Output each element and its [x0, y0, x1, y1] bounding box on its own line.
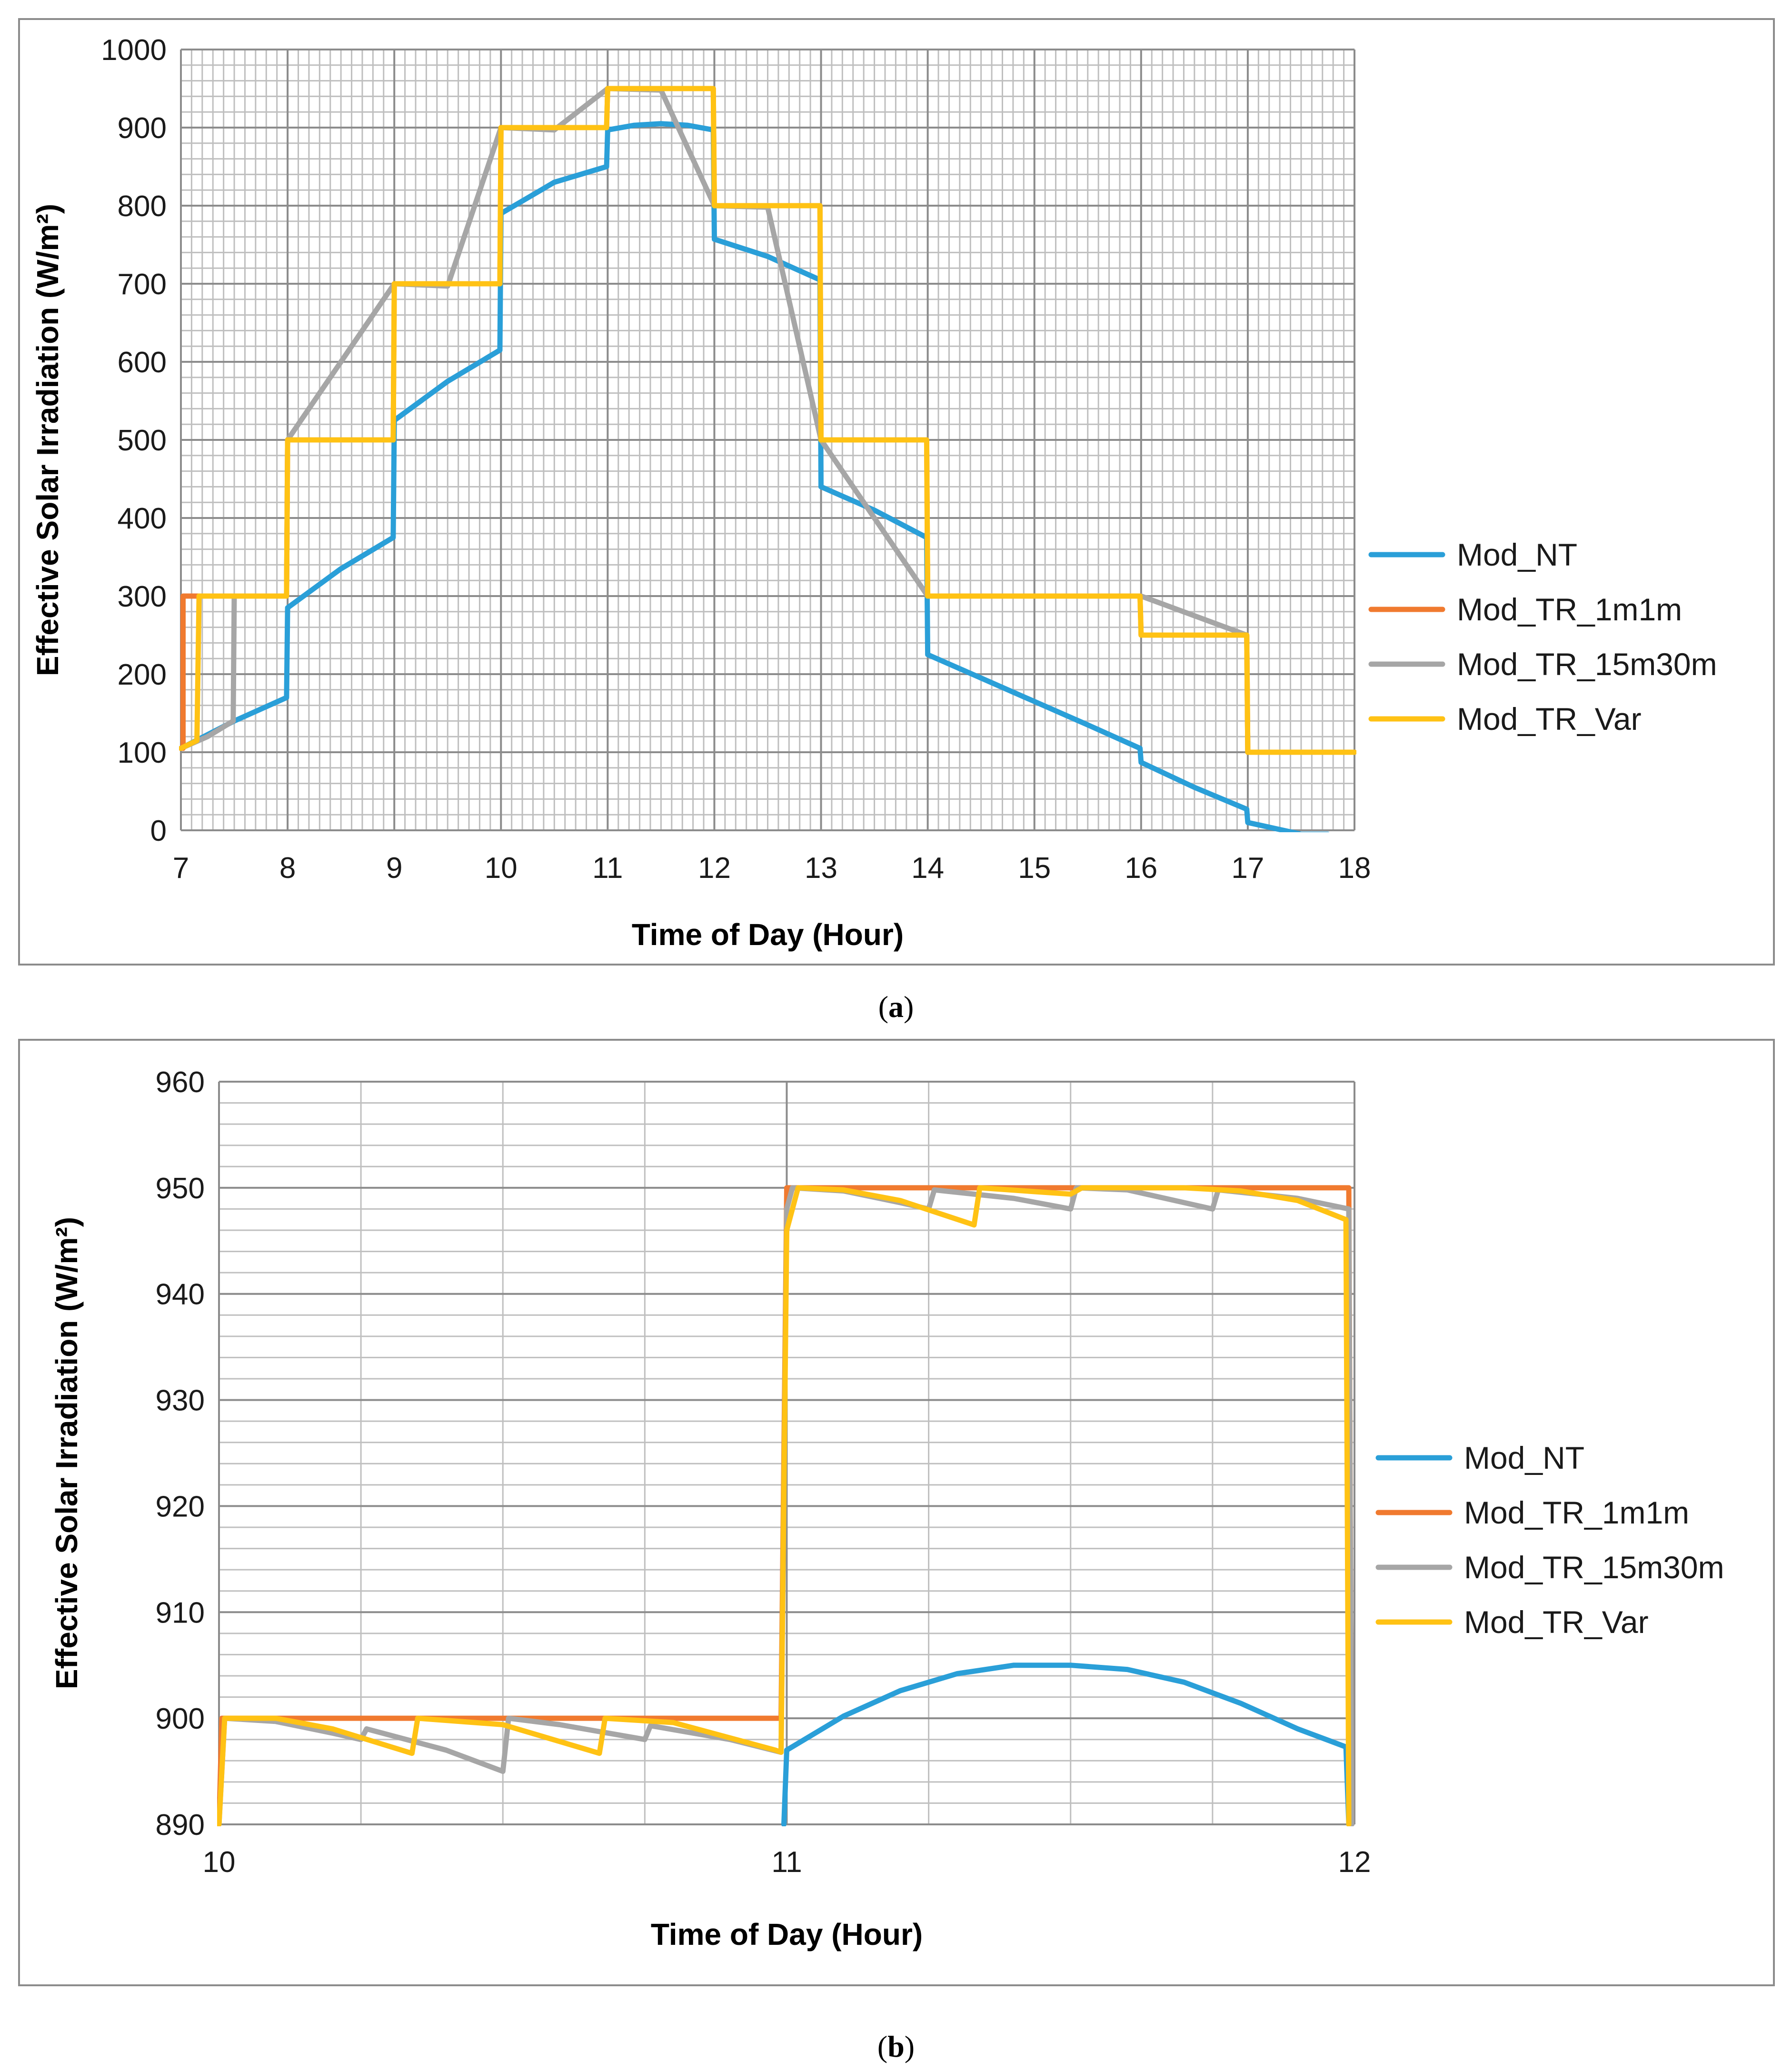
- series-line-mod-tr-var: [179, 86, 1356, 755]
- x-tick-label: 10: [485, 852, 518, 885]
- x-axis-title: Time of Day (Hour): [632, 917, 904, 952]
- x-tick-label: 17: [1231, 852, 1264, 885]
- series-line-mod-nt: [781, 1663, 1352, 1826]
- x-tick-label: 8: [279, 852, 296, 885]
- legend-label: Mod_TR_15m30m: [1464, 1550, 1724, 1585]
- caption-a: (a): [878, 990, 914, 1024]
- x-tick-label: 13: [805, 852, 837, 885]
- y-tick-label: 900: [156, 1703, 205, 1735]
- legend-label: Mod_NT: [1457, 537, 1577, 572]
- legend-label: Mod_TR_Var: [1457, 701, 1642, 737]
- y-tick-label: 1000: [101, 34, 167, 67]
- y-tick-label: 500: [118, 424, 167, 457]
- series-lines-a: [179, 86, 1356, 832]
- x-tick-label: 11: [771, 1846, 802, 1879]
- series-line-mod-nt: [179, 121, 1330, 832]
- grid-a: [180, 49, 1355, 831]
- chart-a: 7 8 9 10 11 12 13 14 15 16 17 18 0 100 200 300 400 500 600…: [30, 34, 1717, 952]
- x-tick-label: 7: [173, 852, 189, 885]
- y-axis-title: Effective Solar Irradiation (W/m²): [30, 204, 65, 676]
- y-tick-label: 960: [156, 1066, 205, 1099]
- x-tick-label: 9: [386, 852, 402, 885]
- legend-label: Mod_TR_1m1m: [1457, 592, 1682, 627]
- x-tick-label: 10: [203, 1846, 236, 1879]
- y-tick-label: 200: [118, 658, 167, 691]
- y-tick-label: 890: [156, 1809, 205, 1842]
- x-tick-label: 12: [698, 852, 731, 885]
- series-lines-b: [217, 1185, 1354, 1826]
- y-tick-label: 700: [118, 268, 167, 301]
- series-line-mod-tr-var: [217, 1185, 1352, 1826]
- legend-label: Mod_TR_1m1m: [1464, 1495, 1689, 1530]
- y-tick-label: 910: [156, 1596, 205, 1629]
- x-tick-label: 12: [1338, 1846, 1371, 1879]
- x-tick-label: 15: [1018, 852, 1051, 885]
- chart-b-frame: [18, 1039, 1775, 1986]
- legend-label: Mod_NT: [1464, 1440, 1584, 1475]
- y-tick-label: 930: [156, 1384, 205, 1417]
- y-tick-label: 920: [156, 1490, 205, 1523]
- legend-label: Mod_TR_15m30m: [1457, 647, 1717, 682]
- y-tick-label: 940: [156, 1278, 205, 1311]
- caption-b: (b): [877, 2030, 915, 2063]
- y-tick-label: 100: [118, 737, 167, 769]
- y-tick-label: 800: [118, 190, 167, 223]
- y-tick-label: 950: [156, 1172, 205, 1205]
- x-tick-label: 18: [1338, 852, 1371, 885]
- y-axis-title: Effective Solar Irradiation (W/m²): [50, 1217, 84, 1689]
- x-tick-label: 16: [1125, 852, 1157, 885]
- legend-a: Mod_NT Mod_TR_1m1m Mod_TR_15m30m Mod_TR_Var: [1368, 537, 1717, 737]
- y-tick-label: 400: [118, 502, 167, 535]
- series-line-mod-tr-15m30m: [217, 1185, 1354, 1826]
- y-tick-label: 900: [118, 112, 167, 145]
- chart-a-frame: [18, 18, 1775, 966]
- legend-label: Mod_TR_Var: [1464, 1604, 1649, 1640]
- x-axis-title: Time of Day (Hour): [651, 1917, 923, 1952]
- x-tick-label: 14: [911, 852, 944, 885]
- y-tick-label: 600: [118, 346, 167, 379]
- legend-b: Mod_NT Mod_TR_1m1m Mod_TR_15m30m Mod_TR_Var: [1375, 1440, 1724, 1640]
- chart-b: 10 11 12 890 900 910 920 930 940 950 960 Time of Da…: [50, 1066, 1724, 1952]
- y-tick-label: 300: [118, 580, 167, 613]
- x-tick-label: 11: [592, 852, 623, 885]
- y-tick-label: 0: [150, 815, 167, 847]
